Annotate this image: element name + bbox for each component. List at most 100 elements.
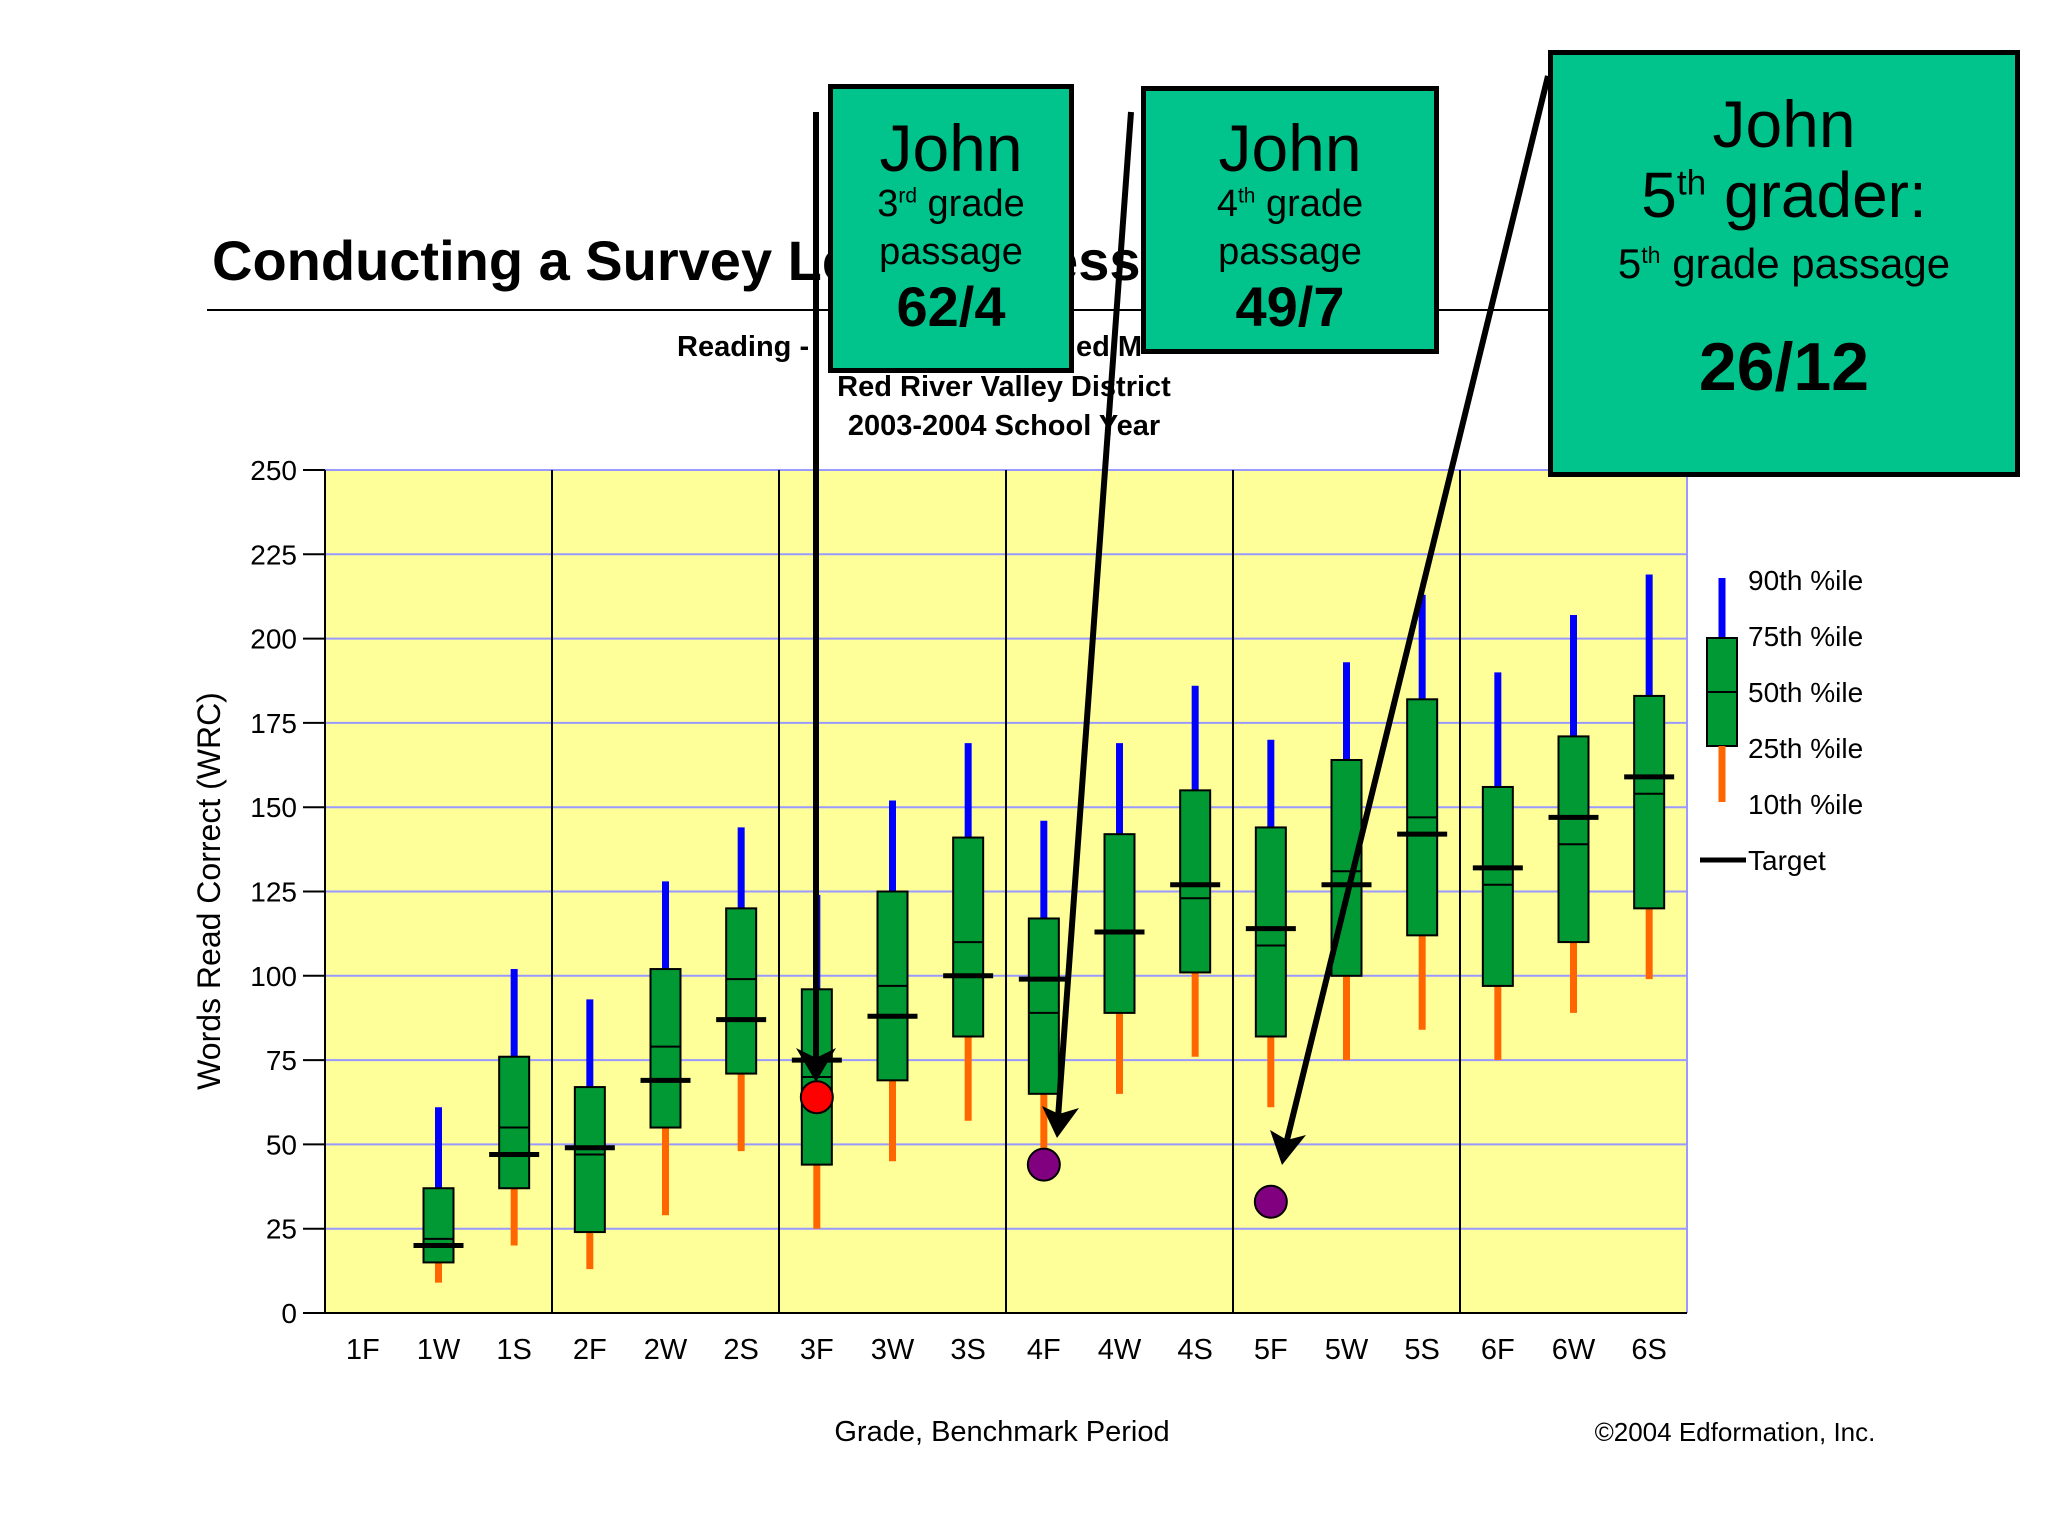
box-1W	[413, 1107, 464, 1283]
credit: ©2004 Edformation, Inc.	[1595, 1417, 1876, 1447]
x-tick-label-3W: 3W	[871, 1334, 915, 1366]
x-tick-label-1S: 1S	[496, 1334, 531, 1366]
box-5S	[1397, 594, 1448, 1030]
x-tick-label-6W: 6W	[1552, 1334, 1596, 1366]
callout-score: 49/7	[1235, 275, 1345, 338]
y-axis-label: Words Read Correct (WRC)	[191, 692, 227, 1090]
slide-title: Conducting a Survey Level Assessment	[212, 229, 1275, 292]
x-tick-label-6F: 6F	[1481, 1334, 1515, 1366]
x-tick-label-5F: 5F	[1254, 1334, 1288, 1366]
legend-label-3: 25th %ile	[1748, 733, 1863, 764]
y-tick-label-175: 175	[250, 708, 297, 739]
box-iqr-1S	[498, 1055, 531, 1190]
box-iqr-4W	[1103, 833, 1136, 1014]
x-axis-label: Grade, Benchmark Period	[834, 1416, 1169, 1448]
box-iqr-2W	[649, 968, 682, 1129]
x-tick-label-1F: 1F	[346, 1334, 380, 1366]
x-tick-label-4S: 4S	[1177, 1334, 1212, 1366]
student-point-4F	[1026, 1147, 1061, 1182]
box-1S	[489, 969, 540, 1246]
box-iqr-1W	[422, 1187, 455, 1264]
legend-label-0: 90th %ile	[1748, 565, 1863, 596]
box-2F	[564, 999, 615, 1270]
callout-4th-grade: John 4th grade passage 49/7	[1141, 86, 1439, 354]
box-iqr-4F	[1027, 917, 1060, 1095]
x-tick-label-3S: 3S	[950, 1334, 985, 1366]
box-4S	[1170, 685, 1221, 1057]
callout-grade: 3rd grade	[877, 183, 1025, 225]
x-tick-label-5S: 5S	[1404, 1334, 1439, 1366]
box-3W	[867, 800, 918, 1162]
box-iqr-2S	[725, 907, 758, 1075]
box-6F	[1472, 672, 1523, 1061]
y-tick-label-25: 25	[266, 1214, 297, 1245]
callout-name: John	[1712, 87, 1856, 161]
y-tick-label-250: 250	[250, 455, 297, 486]
box-iqr-4S	[1179, 789, 1212, 974]
legend: 90th %ile 75th %ile 50th %ile 25th %ile 10th…	[1700, 565, 1863, 876]
y-tick-label-150: 150	[250, 792, 297, 823]
legend-label-5: Target	[1748, 845, 1826, 876]
y-tick-label-75: 75	[266, 1045, 297, 1076]
box-3S	[943, 743, 994, 1121]
arrowhead-4th	[1042, 1106, 1079, 1138]
arrow-line-5th	[1284, 75, 1551, 1141]
chart-title-line-2: Red River Valley District	[837, 371, 1171, 403]
arrow-line-4th	[1055, 111, 1134, 1119]
y-tick-label-50: 50	[266, 1129, 297, 1160]
student-point-3F	[799, 1080, 834, 1115]
callout-score: 62/4	[896, 275, 1006, 338]
y-tick-label-100: 100	[250, 961, 297, 992]
legend-label-1: 75th %ile	[1748, 621, 1863, 652]
axes: 0 25 50 75 100 125 150 175 200 225 250 1F 1W 1S 2F 2W 2S…	[250, 455, 1687, 1366]
arrows	[813, 75, 1551, 1141]
y-tick-label-225: 225	[250, 539, 297, 570]
y-tick-label-0: 0	[281, 1298, 297, 1329]
box-iqr-2F	[573, 1086, 606, 1234]
callout-passage: passage	[879, 230, 1023, 273]
callout-grade: 4th grade	[1216, 183, 1364, 225]
chart-title-fragment-2: ed M	[1076, 331, 1142, 363]
x-tick-label-1W: 1W	[417, 1334, 461, 1366]
callout-passage: passage	[1218, 230, 1362, 273]
x-tick-label-4F: 4F	[1027, 1334, 1061, 1366]
callout-name: John	[1218, 111, 1362, 185]
student-points	[799, 1080, 1288, 1219]
y-tick-label-200: 200	[250, 624, 297, 655]
box-2S	[716, 827, 767, 1152]
box-series	[413, 574, 1675, 1283]
callout-score: 26/12	[1698, 329, 1870, 406]
box-iqr-6F	[1481, 785, 1514, 987]
box-iqr-5F	[1254, 826, 1287, 1038]
callout-name: John	[879, 111, 1023, 185]
student-point-5F	[1253, 1184, 1288, 1219]
box-4W	[1094, 743, 1145, 1094]
callout-passage: 5th grade passage	[1617, 239, 1951, 287]
box-6W	[1548, 614, 1599, 1013]
legend-label-2: 50th %ile	[1748, 677, 1863, 708]
legend-label-4: 10th %ile	[1748, 789, 1863, 820]
x-tick-label-3F: 3F	[800, 1334, 834, 1366]
box-6S	[1624, 574, 1675, 980]
chart-title-fragment-1: Reading -	[677, 331, 809, 363]
y-tick-label-125: 125	[250, 877, 297, 908]
box-5F	[1245, 739, 1296, 1108]
box-iqr-3S	[952, 836, 985, 1038]
x-tick-label-4W: 4W	[1098, 1334, 1142, 1366]
x-tick-label-6S: 6S	[1631, 1334, 1666, 1366]
box-iqr-6S	[1633, 694, 1666, 910]
arrowhead-5th	[1270, 1130, 1306, 1165]
x-tick-label-2W: 2W	[644, 1334, 688, 1366]
callout-5th-grade: John 5th grader: 5th grade passage 26/12	[1548, 50, 2020, 477]
box-2W	[640, 881, 691, 1216]
callout-3rd-grade: John 3rd grade passage 62/4	[828, 84, 1074, 373]
grade-dividers	[551, 470, 1461, 1313]
arrowheads	[796, 1048, 1306, 1165]
callout-grade: 5th grader:	[1641, 159, 1927, 231]
x-tick-label-2F: 2F	[573, 1334, 607, 1366]
x-tick-label-2S: 2S	[723, 1334, 758, 1366]
box-iqr-6W	[1557, 735, 1590, 944]
chart-title-line-3: 2003-2004 School Year	[848, 410, 1160, 442]
x-tick-label-5W: 5W	[1325, 1334, 1369, 1366]
